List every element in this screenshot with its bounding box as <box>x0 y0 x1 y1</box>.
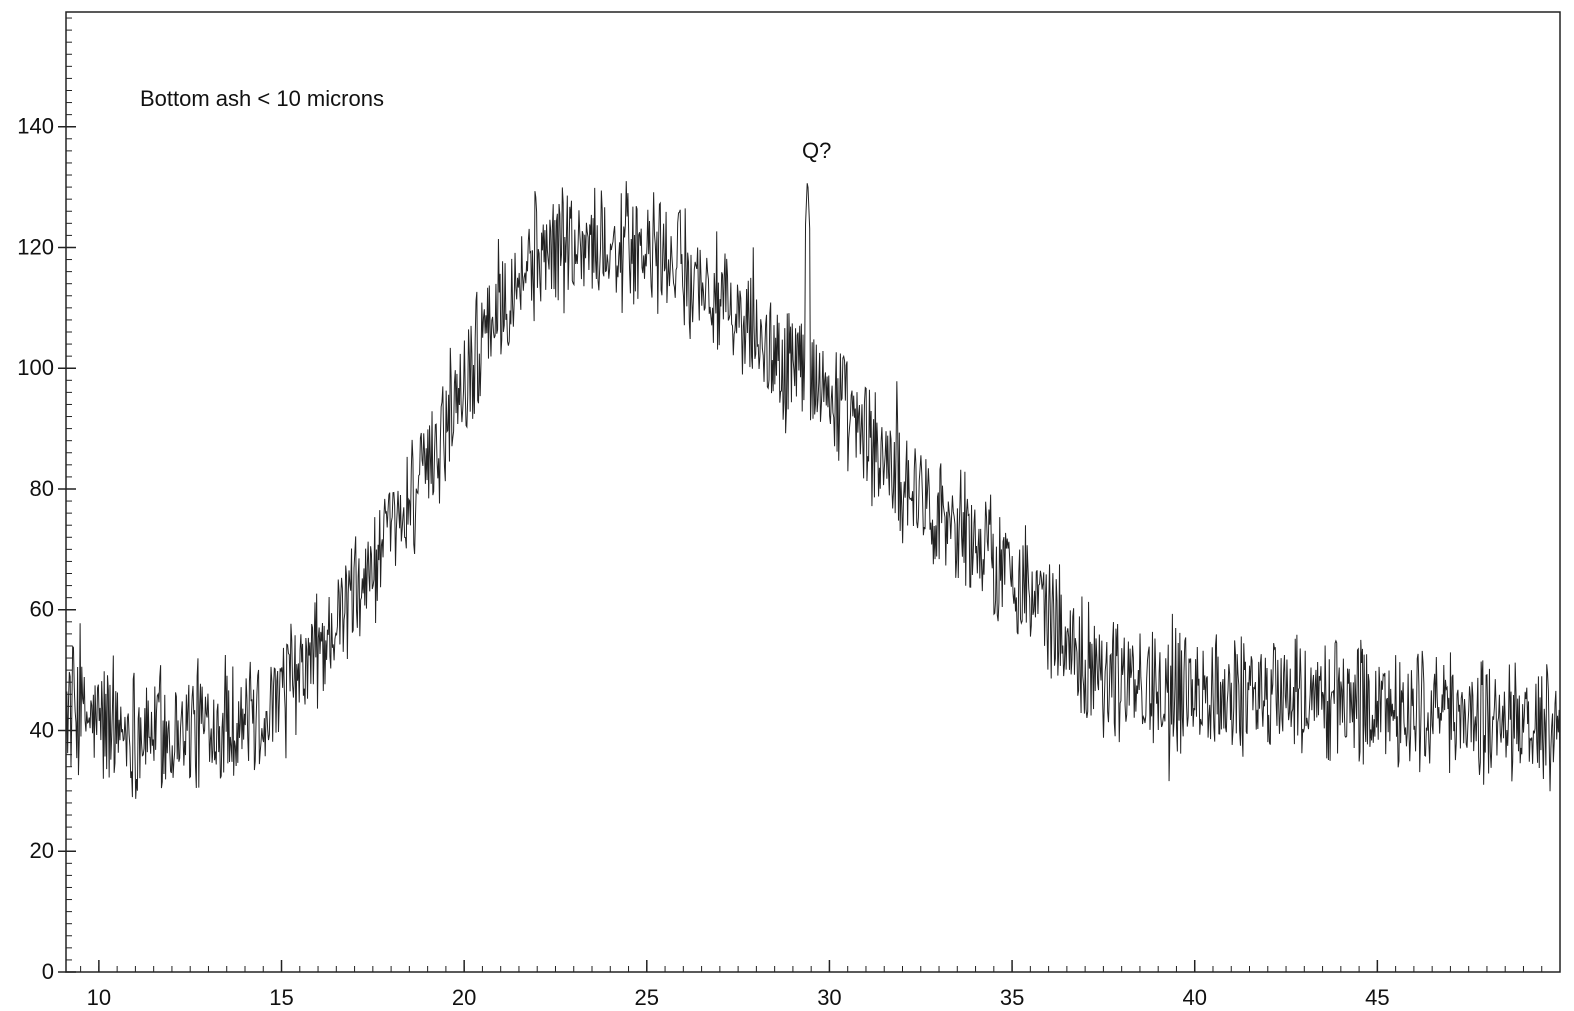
y-tick-label: 20 <box>30 838 54 863</box>
peak-annotation: Q? <box>802 138 831 163</box>
x-tick-label: 30 <box>817 985 841 1010</box>
y-tick-label: 100 <box>17 355 54 380</box>
plot-area <box>65 11 1561 973</box>
x-tick-label: 20 <box>452 985 476 1010</box>
x-tick-label: 15 <box>269 985 293 1010</box>
x-axis: 10 15 20 25 30 35 40 45 <box>87 960 1390 1010</box>
x-tick-label: 40 <box>1182 985 1206 1010</box>
x-tick-label: 10 <box>87 985 111 1010</box>
sample-annotation: Bottom ash < 10 microns <box>140 86 384 111</box>
y-tick-label: 140 <box>17 114 54 139</box>
y-tick-label: 40 <box>30 717 54 742</box>
x-tick-label: 45 <box>1365 985 1389 1010</box>
y-axis: 0 20 40 60 80 100 120 140 <box>17 114 76 984</box>
y-tick-label: 120 <box>17 234 54 259</box>
x-tick-label: 25 <box>635 985 659 1010</box>
minor-ticks <box>66 17 1561 973</box>
y-tick-label: 80 <box>30 476 54 501</box>
y-tick-label: 60 <box>30 597 54 622</box>
x-tick-label: 35 <box>1000 985 1024 1010</box>
series-line <box>65 181 1561 799</box>
y-tick-label: 0 <box>42 959 54 984</box>
